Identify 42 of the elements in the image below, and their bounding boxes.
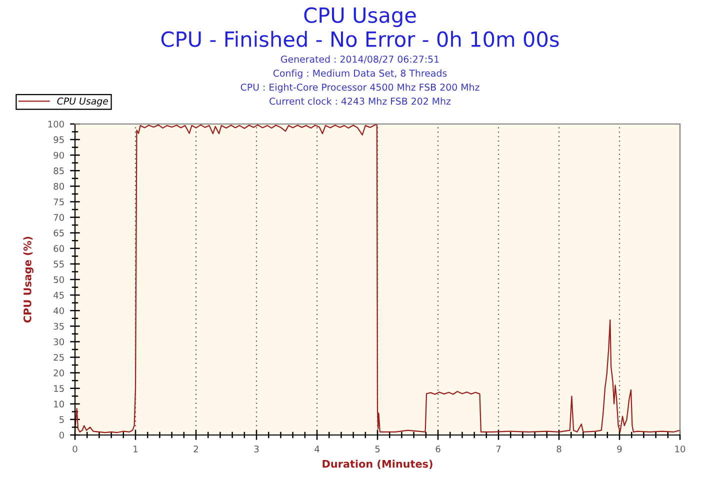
y-tick-label: 45 — [54, 292, 64, 299]
chart-subtitle: CPU - Finished - No Error - 0h 10m 00s — [161, 30, 559, 48]
x-tick-label: 8 — [556, 446, 562, 452]
y-tick-label: 80 — [54, 182, 64, 190]
y-tick-label: 65 — [54, 230, 64, 236]
x-tick-label: 7 — [496, 446, 501, 452]
x-tick-label: 2 — [194, 446, 198, 452]
y-tick-label: 100 — [48, 120, 64, 128]
y-tick-label: 85 — [54, 167, 64, 174]
y-tick-label: 5 — [60, 416, 64, 424]
chart-title: CPU Usage — [304, 7, 416, 28]
y-tick-label: 35 — [54, 322, 64, 330]
x-axis-title: Duration (Minutes) — [322, 460, 432, 469]
text: CPU : Eight-Core Processor 4500 Mhz FSB 200 Mhz — [240, 83, 480, 93]
x-tick-label: 3 — [254, 446, 259, 452]
y-tick-label: 60 — [54, 245, 64, 252]
y-tick-label: 15 — [54, 385, 64, 392]
x-tick-label: 1 — [134, 446, 138, 452]
x-tick-label: 4 — [314, 446, 320, 452]
y-tick-label: 0 — [59, 432, 64, 439]
y-tick-label: 20 — [54, 370, 64, 376]
text: Generated : 2014/08/27 06:27:51 — [280, 55, 439, 64]
y-tick-label: 95 — [54, 136, 64, 144]
y-tick-label: 90 — [54, 152, 64, 159]
legend-label: CPU Usage — [57, 98, 108, 106]
text: Current clock : 4243 Mhz FSB 202 Mhz — [270, 97, 451, 105]
x-tick-label: 5 — [375, 446, 380, 452]
y-tick-label: 50 — [54, 276, 64, 284]
x-tick-label: 10 — [675, 446, 686, 452]
y-axis-title: CPU Usage (%) — [23, 236, 34, 323]
y-tick-label: 10 — [54, 400, 64, 408]
x-tick-label: 9 — [617, 446, 622, 452]
text: Config : Medium Data Set, 8 Threads — [273, 69, 447, 79]
y-tick-label: 70 — [54, 214, 64, 221]
y-tick-label: 55 — [54, 260, 64, 268]
y-tick-label: 25 — [54, 354, 64, 361]
y-tick-label: 40 — [54, 307, 64, 314]
y-tick-label: 75 — [54, 198, 64, 206]
line-series — [75, 124, 680, 434]
x-tick-label: 0 — [72, 446, 78, 452]
y-tick-label: 30 — [54, 338, 64, 346]
x-tick-label: 6 — [436, 446, 440, 452]
